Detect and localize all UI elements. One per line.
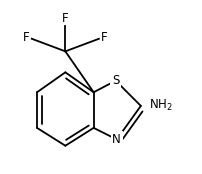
Text: F: F — [23, 31, 30, 44]
Text: NH$_2$: NH$_2$ — [149, 98, 173, 113]
Text: F: F — [101, 31, 108, 44]
Text: N: N — [112, 133, 121, 146]
Text: S: S — [112, 74, 119, 87]
Text: F: F — [62, 12, 69, 25]
